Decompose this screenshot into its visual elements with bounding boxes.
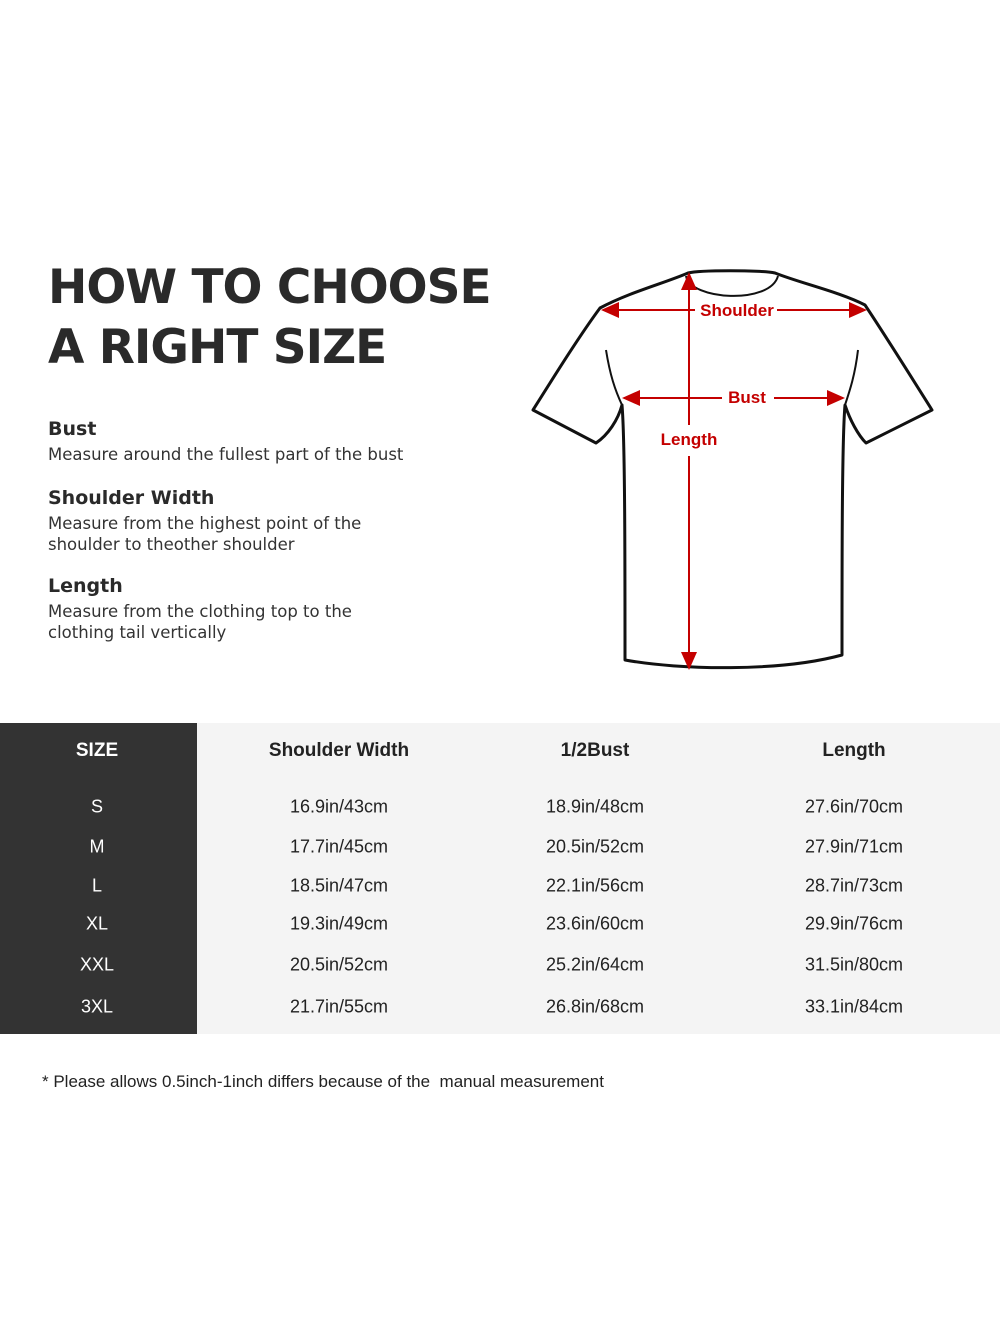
guide-bust: Bust Measure around the fullest part of …: [48, 418, 428, 465]
cell-size: L: [91, 875, 103, 896]
title-line-2: A RIGHT SIZE: [48, 320, 387, 375]
cell-half-bust: 22.1in/56cm: [545, 875, 645, 896]
cell-shoulder-width: 19.3in/49cm: [289, 913, 389, 934]
header-half-bust: 1/2Bust: [560, 740, 630, 761]
cell-half-bust: 26.8in/68cm: [545, 996, 645, 1017]
shoulder-label: Shoulder: [700, 301, 774, 320]
cell-length: 28.7in/73cm: [804, 875, 904, 896]
cell-length: 33.1in/84cm: [804, 996, 904, 1017]
title-line-1: HOW TO CHOOSE: [48, 260, 492, 315]
guide-text: Measure from the highest point of the sh…: [48, 514, 362, 554]
guide-heading: Length: [48, 575, 123, 597]
cell-length: 27.6in/70cm: [804, 796, 904, 817]
cell-shoulder-width: 18.5in/47cm: [289, 875, 389, 896]
header-length: Length: [822, 740, 886, 761]
cell-length: 31.5in/80cm: [804, 954, 904, 975]
cell-shoulder-width: 17.7in/45cm: [289, 836, 389, 857]
cell-size: 3XL: [80, 996, 114, 1017]
guide-heading: Bust: [48, 418, 97, 440]
cell-shoulder-width: 21.7in/55cm: [289, 996, 389, 1017]
cell-shoulder-width: 20.5in/52cm: [289, 954, 389, 975]
guide-text: Measure around the fullest part of the b…: [48, 445, 404, 464]
tshirt-diagram: Shoulder Bust Length: [531, 269, 934, 670]
tshirt-outline: [531, 269, 934, 670]
cell-length: 29.9in/76cm: [804, 913, 904, 934]
cell-half-bust: 20.5in/52cm: [545, 836, 645, 857]
guide-length: Length Measure from the clothing top to …: [48, 575, 378, 643]
guide-heading: Shoulder Width: [48, 487, 215, 509]
guide-text: Measure from the clothing top to the clo…: [48, 602, 352, 642]
guide-shoulder: Shoulder Width Measure from the highest …: [48, 487, 388, 555]
cell-half-bust: 18.9in/48cm: [545, 796, 645, 817]
bust-label: Bust: [728, 388, 766, 407]
header-size: SIZE: [75, 740, 119, 761]
cell-size: M: [89, 836, 105, 857]
cell-size: S: [90, 796, 104, 817]
cell-size: XXL: [79, 954, 115, 975]
measurement-note: * Please allows 0.5inch-1inch differs be…: [42, 1072, 604, 1091]
cell-shoulder-width: 16.9in/43cm: [289, 796, 389, 817]
length-label: Length: [661, 430, 718, 449]
cell-half-bust: 25.2in/64cm: [545, 954, 645, 975]
size-column-background: [0, 723, 197, 1034]
size-table: SIZE Shoulder Width 1/2Bust Length S 16.9in/4…: [0, 723, 1000, 1034]
cell-half-bust: 23.6in/60cm: [545, 913, 645, 934]
header-shoulder-width: Shoulder Width: [268, 740, 410, 761]
cell-length: 27.9in/71cm: [804, 836, 904, 857]
page-title: HOW TO CHOOSE A RIGHT SIZE: [48, 258, 492, 378]
cell-size: XL: [85, 913, 109, 934]
